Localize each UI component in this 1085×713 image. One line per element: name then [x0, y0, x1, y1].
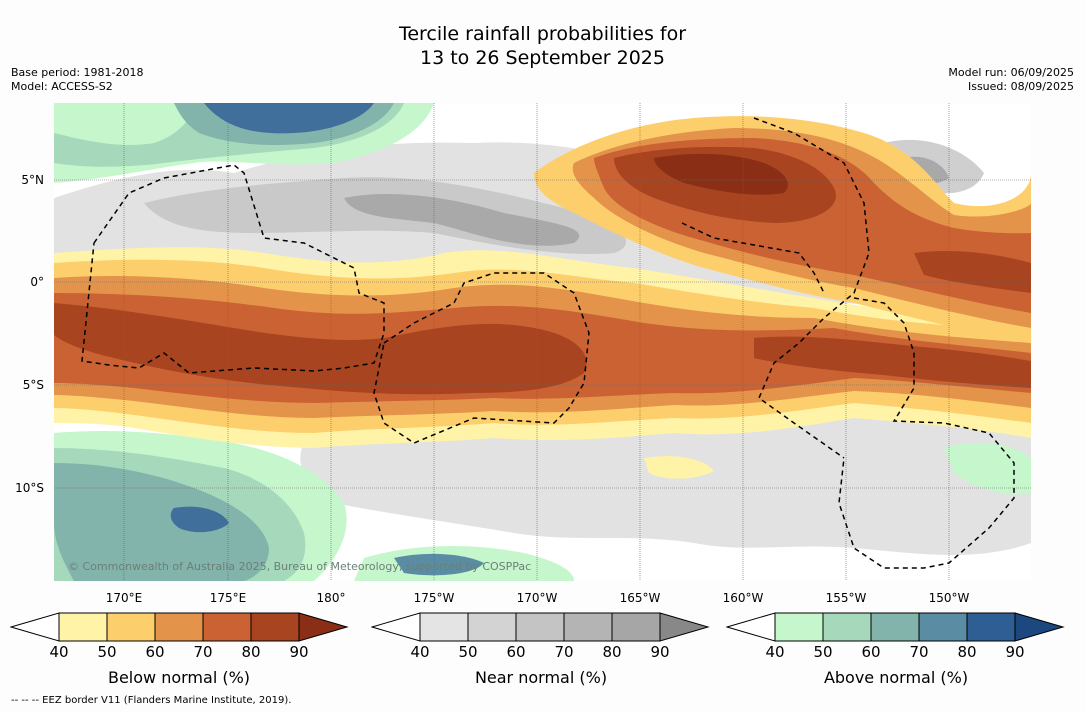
colorbar-below-segment	[202, 612, 252, 642]
colorbar-above-segment	[822, 612, 872, 642]
eez-border-northeast	[753, 117, 870, 459]
tick-60: 60	[861, 643, 881, 661]
colorbar-below-segment	[58, 612, 108, 642]
lon-label-165w: 165°W	[619, 591, 661, 605]
colorbar-below-normal	[10, 612, 349, 642]
colorbar-below-min-arrow	[10, 612, 60, 642]
lon-label-180: 180°	[316, 591, 346, 605]
colorbar-near-segments	[419, 612, 661, 642]
tick-80: 80	[957, 643, 977, 661]
colorbar-near-title: Near normal (%)	[474, 668, 608, 687]
tick-50: 50	[813, 643, 833, 661]
eez-footnote: -- -- -- EEZ border V11 (Flanders Marine…	[11, 695, 292, 706]
above-normal-region-southwest-deep	[54, 463, 269, 581]
map-credit: © Commonwealth of Australia 2025, Bureau…	[68, 560, 531, 573]
lon-label-155w: 155°W	[825, 591, 867, 605]
colorbar-below-title: Below normal (%)	[107, 668, 251, 687]
below-normal-regions	[54, 116, 1031, 479]
below-normal-region-northeast-90	[654, 153, 788, 195]
lon-label-170w: 170°W	[516, 591, 558, 605]
colorbar-above-normal	[726, 612, 1065, 642]
title-line-2: 13 to 26 September 2025	[420, 47, 665, 69]
colorbar-below-max-arrow	[298, 612, 349, 642]
lat-label-10s: 10°S	[15, 481, 44, 495]
tick-50: 50	[458, 643, 478, 661]
eez-border-ne-inner	[681, 222, 825, 294]
colorbar-below-segments	[58, 612, 300, 642]
tick-90: 90	[1005, 643, 1025, 661]
tick-90: 90	[650, 643, 670, 661]
colorbar-above-segments	[774, 612, 1016, 642]
eez-border-east	[838, 297, 1015, 569]
tick-60: 60	[506, 643, 526, 661]
model-run: Model run: 06/09/2025	[948, 66, 1074, 79]
colorbar-below-segment	[250, 612, 300, 642]
colorbar-above-segment	[774, 612, 824, 642]
eez-borders	[81, 117, 1015, 569]
colorbar-near-normal	[371, 612, 710, 642]
above-normal-region-southeast	[944, 442, 1031, 495]
tick-80: 80	[602, 643, 622, 661]
tick-40: 40	[765, 643, 785, 661]
lon-label-175e: 175°E	[209, 591, 247, 605]
colorbar-near-segment	[611, 612, 661, 642]
base-period: Base period: 1981-2018	[11, 66, 144, 79]
colorbar-above-title: Above normal (%)	[823, 668, 969, 687]
tick-50: 50	[97, 643, 117, 661]
colorbar-near-min-arrow	[371, 612, 421, 642]
colorbar-above-max-arrow	[1014, 612, 1065, 642]
above-normal-region-southwest-core	[170, 506, 229, 533]
above-normal-region-northwest-core	[204, 103, 374, 134]
meta-right: Model run: 06/09/2025 Issued: 08/09/2025	[948, 66, 1074, 94]
below-normal-region-equatorial-80-east	[754, 336, 1031, 388]
colorbar-above-min-arrow	[726, 612, 776, 642]
eez-border-central	[373, 272, 590, 444]
tick-70: 70	[554, 643, 574, 661]
lon-label-170e: 170°E	[105, 591, 143, 605]
below-normal-region-south-patch	[644, 456, 714, 479]
model-name: Model: ACCESS-S2	[11, 80, 113, 93]
title-line-1: Tercile rainfall probabilities for	[398, 23, 687, 45]
tick-60: 60	[145, 643, 165, 661]
tick-80: 80	[241, 643, 261, 661]
tick-70: 70	[909, 643, 929, 661]
issued-date: Issued: 08/09/2025	[967, 80, 1074, 93]
lon-label-175w: 175°W	[413, 591, 455, 605]
below-normal-region-east-80	[914, 251, 1031, 293]
above-normal-regions	[54, 103, 1031, 581]
above-normal-region-south-core	[394, 553, 484, 576]
graticule	[54, 103, 1031, 581]
tick-90: 90	[289, 643, 309, 661]
rainfall-probability-map: © Commonwealth of Australia 2025, Bureau…	[54, 103, 1031, 581]
meta-left: Base period: 1981-2018 Model: ACCESS-S2	[11, 66, 143, 94]
colorbar-above-segment	[870, 612, 920, 642]
lat-label-5s: 5°S	[22, 378, 44, 392]
lat-label-0: 0°	[30, 275, 44, 289]
colorbar-above-segment	[966, 612, 1016, 642]
tick-40: 40	[49, 643, 69, 661]
near-normal-region-north-core	[344, 193, 580, 246]
map-title: Tercile rainfall probabilities for 13 to…	[0, 22, 1085, 70]
colorbar-below-segment	[106, 612, 156, 642]
colorbar-above-segment	[918, 612, 968, 642]
colorbar-near-segment	[563, 612, 613, 642]
colorbar-near-segment	[419, 612, 469, 642]
lon-label-150w: 150°W	[928, 591, 970, 605]
tick-40: 40	[410, 643, 430, 661]
eez-border-west	[81, 164, 385, 374]
colorbar-below-segment	[154, 612, 204, 642]
colorbar-near-segment	[467, 612, 517, 642]
colorbar-near-max-arrow	[659, 612, 710, 642]
colorbar-near-segment	[515, 612, 565, 642]
tick-70: 70	[193, 643, 213, 661]
near-normal-region-south	[300, 403, 1031, 555]
lon-label-160w: 160°W	[722, 591, 764, 605]
lat-label-5n: 5°N	[21, 173, 44, 187]
